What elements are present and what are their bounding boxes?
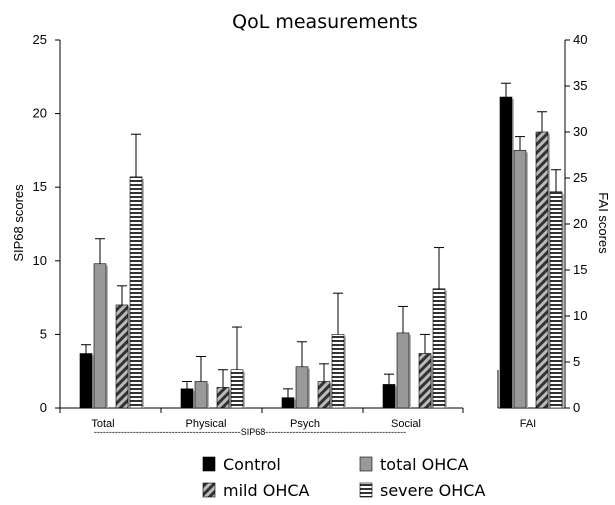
right-tick-label: 40 [573, 32, 587, 47]
left-tick-label: 0 [40, 400, 47, 415]
left-tick-label: 5 [40, 326, 47, 341]
bar-social-3 [432, 288, 446, 409]
right-tick-label: 20 [573, 216, 587, 231]
left-axis-title: SIP68 scores [11, 184, 26, 262]
left-tick-label: 20 [33, 106, 47, 121]
bar-social-0 [382, 384, 396, 409]
bar-total-3 [129, 176, 143, 409]
bar-total-0 [79, 353, 93, 409]
legend-label: Control [223, 455, 281, 474]
legend-label: severe OHCA [380, 481, 485, 500]
legend-swatch [202, 482, 216, 498]
bar-psych-1 [295, 366, 309, 409]
left-tick-label: 15 [33, 179, 47, 194]
right-tick-label: 35 [573, 78, 587, 93]
bar-fai-0 [499, 96, 513, 409]
legend: Control total OHCA mild OHCA severe OHCA [202, 455, 485, 500]
category-label: Total [91, 418, 114, 430]
bar-total-2 [115, 304, 129, 409]
sip68-group-label: ----------------------------------------… [94, 427, 406, 437]
category-label: Social [391, 418, 421, 430]
legend-label: total OHCA [380, 455, 468, 474]
bar-fai-1 [513, 150, 527, 409]
bar-psych-0 [281, 397, 295, 409]
bar-social-1 [396, 332, 410, 409]
bar-fai-3 [549, 191, 563, 409]
bar-psych-2 [317, 381, 331, 409]
left-tick-label: 10 [33, 253, 47, 268]
right-tick-label: 30 [573, 124, 587, 139]
bar-social-2 [418, 353, 432, 409]
chart-title: QoL measurements [232, 11, 418, 33]
legend-swatch [202, 456, 216, 472]
right-axis-title: FAI scores [596, 192, 611, 254]
right-tick-label: 15 [573, 262, 587, 277]
left-tick-label: 25 [33, 32, 47, 47]
legend-label: mild OHCA [223, 481, 310, 500]
bar-total-1 [93, 263, 107, 409]
right-tick-label: 5 [573, 354, 580, 369]
legend-swatch [359, 456, 373, 472]
category-label: Psych [290, 418, 320, 430]
right-tick-label: 0 [573, 400, 580, 415]
bar-physical-2 [216, 387, 230, 409]
right-tick-label: 10 [573, 308, 587, 323]
right-tick-label: 25 [573, 170, 587, 185]
category-label: Physical [186, 418, 227, 430]
bar-physical-1 [194, 381, 208, 409]
legend-swatch [359, 482, 373, 498]
bar-physical-3 [230, 369, 244, 409]
bar-psych-3 [331, 334, 345, 409]
bar-fai-2 [535, 131, 549, 409]
bar-physical-0 [180, 388, 194, 409]
category-label: FAI [520, 418, 537, 430]
